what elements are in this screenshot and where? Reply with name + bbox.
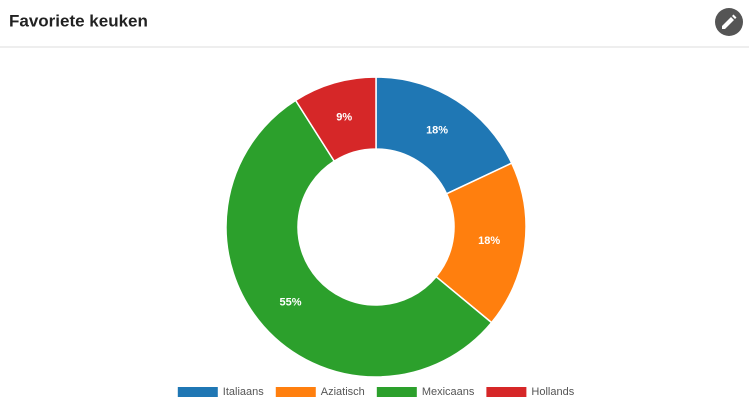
value-label: 9% [336,111,352,123]
legend-swatch [376,387,417,397]
edit-button[interactable] [715,8,743,36]
slice [225,99,493,378]
value-label: 18% [426,125,448,137]
value-label: 18% [478,235,500,247]
card-title: Favoriete keuken [9,11,148,30]
slice [375,76,513,195]
legend-label: Mexicaans [422,386,475,398]
legend-label: Aziatisch [321,386,365,398]
legend-swatch [486,387,527,397]
legend-label: Hollands [531,386,574,398]
legend-label: Italiaans [223,386,264,398]
legend-swatch [177,387,218,397]
slice [435,162,527,324]
slice [294,76,377,163]
value-label: 55% [279,296,301,308]
legend-swatch [275,387,316,397]
